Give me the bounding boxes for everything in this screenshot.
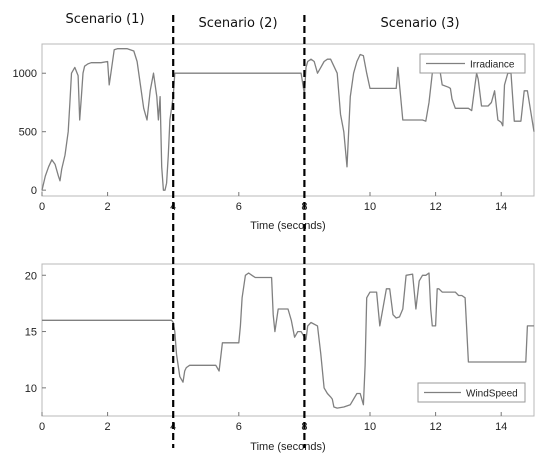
- windspeed-y-tick-label: 15: [25, 327, 37, 339]
- windspeed-x-tick-label: 10: [364, 421, 376, 433]
- windspeed-legend-label: WindSpeed: [466, 389, 518, 400]
- windspeed-legend: WindSpeed: [417, 382, 526, 403]
- scenario-1-label: Scenario (1): [65, 12, 144, 27]
- windspeed-y-tick-label: 20: [25, 270, 37, 282]
- irradiance-y-tick-label: 0: [31, 185, 37, 197]
- windspeed-x-tick-label: 0: [39, 421, 45, 433]
- irradiance-legend-label: Irradiance: [470, 60, 515, 71]
- windspeed-x-tick-label: 2: [105, 421, 111, 433]
- irradiance-x-tick-label: 0: [39, 201, 45, 213]
- windspeed-y-ticks: 10 15 20: [25, 270, 46, 395]
- irradiance-y-ticks: 0 500 1000: [13, 68, 46, 197]
- windspeed-x-tick-label: 14: [495, 421, 507, 433]
- windspeed-x-tick-label: 12: [429, 421, 441, 433]
- irradiance-legend-box: [419, 53, 526, 74]
- scenario-2-label: Scenario (2): [198, 16, 277, 31]
- irradiance-x-tick-label: 14: [495, 201, 507, 213]
- irradiance-y-tick-label: 500: [19, 127, 37, 139]
- windspeed-x-tick-label: 6: [236, 421, 242, 433]
- irradiance-x-tick-label: 12: [429, 201, 441, 213]
- irradiance-x-axis-label: Time (seconds): [250, 220, 325, 232]
- irradiance-x-tick-label: 2: [105, 201, 111, 213]
- windspeed-y-tick-label: 10: [25, 383, 37, 395]
- irradiance-x-tick-label: 10: [364, 201, 376, 213]
- irradiance-y-tick-label: 1000: [13, 68, 37, 80]
- windspeed-x-axis-label: Time (seconds): [250, 441, 325, 453]
- irradiance-legend: Irradiance: [419, 53, 526, 74]
- irradiance-series-line: [41, 48, 535, 191]
- irradiance-x-tick-label: 6: [236, 201, 242, 213]
- windspeed-series-line: [42, 272, 534, 409]
- scenario-3-label: Scenario (3): [380, 16, 459, 31]
- windspeed-legend-box: [417, 382, 526, 403]
